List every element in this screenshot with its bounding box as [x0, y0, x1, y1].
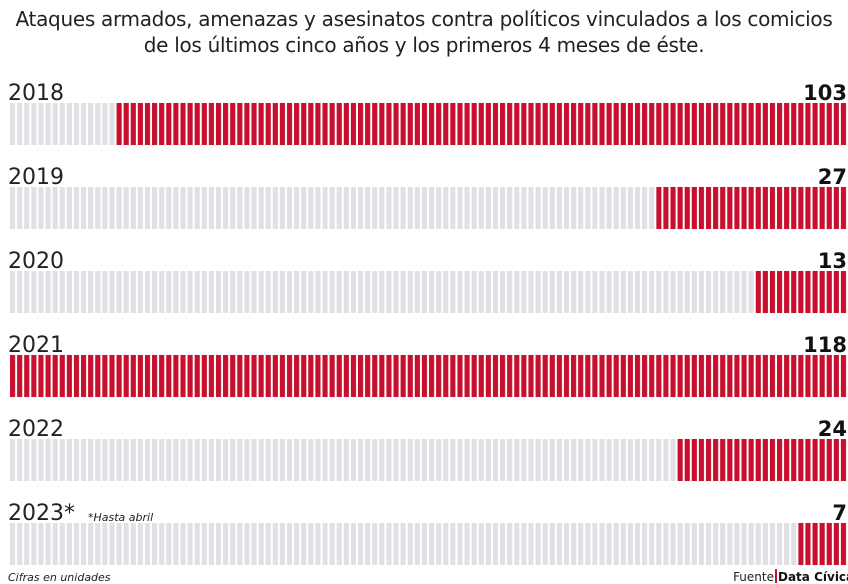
value-label: 103 — [803, 81, 847, 105]
category-label: 2022 — [8, 417, 64, 442]
source: Data Cívica — [778, 570, 848, 584]
value-label: 13 — [818, 249, 847, 273]
category-label: 2019 — [8, 165, 64, 190]
bar — [677, 439, 848, 481]
bar — [10, 355, 848, 397]
bar — [798, 523, 848, 565]
source-label: Fuente — [733, 570, 774, 584]
category-label: 2023* — [8, 501, 75, 526]
note: *Hasta abril — [88, 511, 153, 524]
bar — [755, 271, 848, 313]
bar-track — [10, 271, 848, 313]
value-label: 7 — [832, 501, 847, 525]
value-label: 27 — [818, 165, 847, 189]
bar-track — [10, 523, 848, 565]
source-divider — [775, 569, 777, 583]
category-label: 2021 — [8, 333, 64, 358]
chart-title: Ataques armados, amenazas y asesinatos c… — [15, 7, 833, 57]
bar — [116, 103, 848, 145]
bar — [656, 187, 848, 229]
value-label: 24 — [818, 417, 847, 441]
footnote: Cifras en unidades — [8, 571, 111, 584]
category-label: 2018 — [8, 81, 64, 106]
value-label: 118 — [803, 333, 847, 357]
category-label: 2020 — [8, 249, 64, 274]
